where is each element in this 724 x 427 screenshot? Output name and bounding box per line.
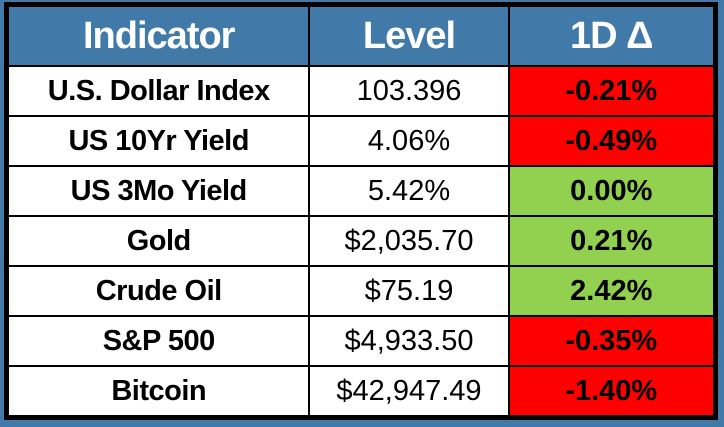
indicator-delta: 0.00% [507, 165, 716, 217]
header-row: Indicator Level 1D Δ [6, 5, 716, 67]
table-row: US 10Yr Yield 4.06% -0.49% [6, 115, 716, 167]
indicator-name: Gold [6, 215, 311, 267]
indicator-name: U.S. Dollar Index [6, 65, 311, 117]
table-row: US 3Mo Yield 5.42% 0.00% [6, 165, 716, 217]
indicator-name: US 10Yr Yield [6, 115, 311, 167]
market-indicators-table: Indicator Level 1D Δ U.S. Dollar Index 1… [6, 5, 716, 417]
indicator-delta: -0.21% [507, 65, 716, 117]
indicator-name: US 3Mo Yield [6, 165, 311, 217]
header-indicator: Indicator [6, 5, 311, 67]
indicator-level: 5.42% [308, 165, 510, 217]
indicator-delta: -0.35% [507, 315, 716, 367]
indicator-level: 4.06% [308, 115, 510, 167]
table-row: S&P 500 $4,933.50 -0.35% [6, 315, 716, 367]
table-row: Gold $2,035.70 0.21% [6, 215, 716, 267]
table-row: Crude Oil $75.19 2.42% [6, 265, 716, 317]
indicator-level: 103.396 [308, 65, 510, 117]
indicator-name: Crude Oil [6, 265, 311, 317]
indicator-level: $2,035.70 [308, 215, 510, 267]
indicator-delta: -1.40% [507, 365, 716, 417]
table-body: U.S. Dollar Index 103.396 -0.21% US 10Yr… [6, 65, 716, 417]
indicator-delta: 0.21% [507, 215, 716, 267]
indicator-level: $42,947.49 [308, 365, 510, 417]
table-header: Indicator Level 1D Δ [6, 5, 716, 67]
indicator-delta: 2.42% [507, 265, 716, 317]
table-row: U.S. Dollar Index 103.396 -0.21% [6, 65, 716, 117]
indicator-delta: -0.49% [507, 115, 716, 167]
indicator-name: Bitcoin [6, 365, 311, 417]
header-1d-delta: 1D Δ [507, 5, 716, 67]
indicator-level: $75.19 [308, 265, 510, 317]
table-row: Bitcoin $42,947.49 -1.40% [6, 365, 716, 417]
indicators-table-container: Indicator Level 1D Δ U.S. Dollar Index 1… [4, 2, 718, 420]
indicator-name: S&P 500 [6, 315, 311, 367]
header-level: Level [308, 5, 510, 67]
indicator-level: $4,933.50 [308, 315, 510, 367]
